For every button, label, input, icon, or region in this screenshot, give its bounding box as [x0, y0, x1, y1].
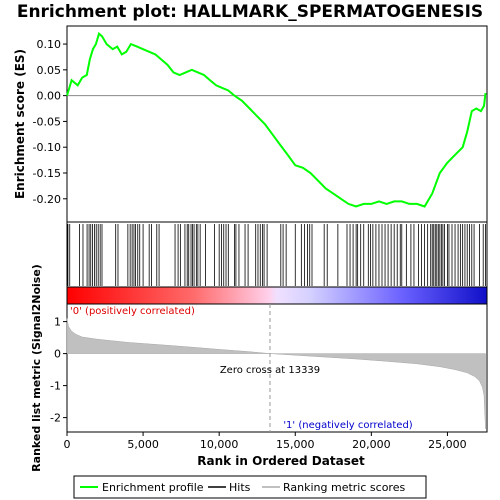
- es-y-tick-label: -0.05: [33, 115, 61, 128]
- chart-title: Enrichment plot: HALLMARK_SPERMATOGENESI…: [17, 2, 483, 22]
- x-tick-label: 20,000: [352, 438, 391, 451]
- es-y-tick-label: 0.00: [37, 90, 62, 103]
- hits-panel-frame: [66, 221, 488, 288]
- metric-y-axis-title: Ranked list metric (Signal2Noise): [30, 264, 43, 472]
- x-tick-label: 0: [64, 438, 71, 451]
- positive-correlation-label: '0' (positively correlated): [70, 306, 195, 317]
- ranking-metric-area: [66, 318, 486, 429]
- zero-cross-label: Zero cross at 13339: [220, 365, 320, 376]
- metric-y-ticks: 1 0 -1 -2: [50, 316, 67, 425]
- es-y-ticks: 0.10 0.05 0.00 -0.05 -0.10 -0.15 -0.20: [33, 38, 67, 206]
- legend-frame: [73, 475, 427, 499]
- x-axis-title: Rank in Ordered Dataset: [197, 454, 365, 468]
- hit-markers: [67, 224, 486, 286]
- metric-panel-frame: [66, 303, 488, 433]
- metric-y-tick-label: 1: [54, 316, 61, 329]
- metric-y-tick-label: 0: [54, 348, 61, 361]
- negative-correlation-label: '1' (negatively correlated): [283, 420, 412, 431]
- x-tick-label: 25,000: [428, 438, 467, 451]
- metric-y-tick-label: -2: [50, 412, 61, 425]
- enrichment-profile-line: [66, 31, 487, 208]
- es-y-tick-label: -0.20: [33, 193, 61, 206]
- es-panel-frame: [66, 25, 488, 223]
- es-y-tick-label: 0.10: [37, 38, 62, 51]
- es-y-tick-label: -0.15: [33, 167, 61, 180]
- es-y-axis-title: Enrichment score (ES): [13, 49, 27, 199]
- x-axis-ticks: 0 5,000 10,000 15,000 20,000 25,000: [64, 432, 467, 451]
- legend-enrichment-label: Enrichment profile: [102, 481, 204, 494]
- es-y-tick-label: -0.10: [33, 141, 61, 154]
- x-tick-label: 10,000: [200, 438, 239, 451]
- legend-hits-label: Hits: [229, 481, 251, 494]
- hits-panel: [66, 221, 488, 288]
- metric-y-tick-label: -1: [50, 380, 61, 393]
- metric-panel: 1 0 -1 -2 '0' (positively correlated) Zero …: [30, 264, 488, 472]
- legend: Enrichment profile Hits Ranking metric s…: [73, 475, 427, 499]
- es-panel: 0.10 0.05 0.00 -0.05 -0.10 -0.15 -0.20 Enrichm…: [13, 25, 488, 223]
- x-tick-label: 15,000: [276, 438, 315, 451]
- legend-metric-label: Ranking metric scores: [283, 481, 405, 494]
- rank-color-bar: [66, 286, 488, 305]
- x-tick-label: 5,000: [127, 438, 159, 451]
- es-y-tick-label: 0.05: [37, 64, 62, 77]
